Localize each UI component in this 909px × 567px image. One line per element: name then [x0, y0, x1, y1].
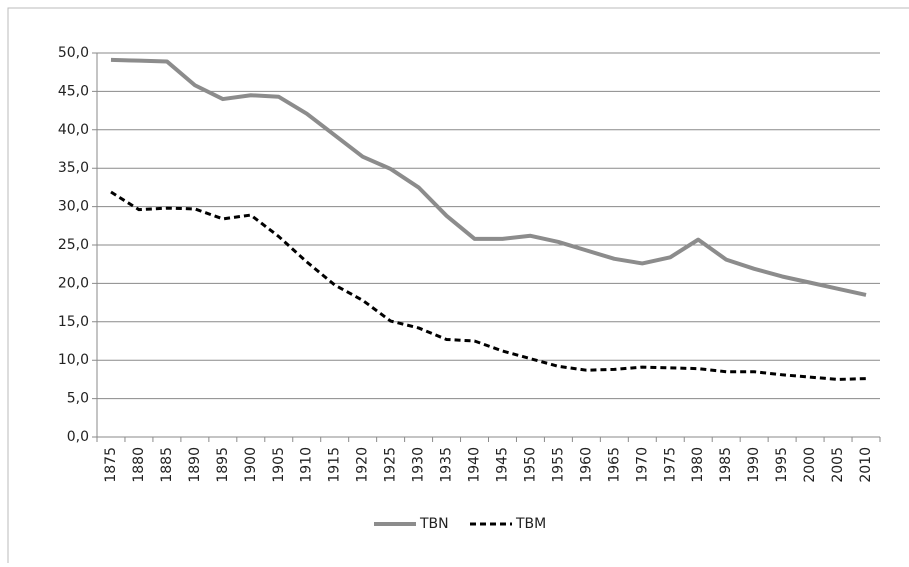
x-tick-label: 1960 — [578, 447, 594, 483]
y-tick-label: 30,0 — [58, 199, 89, 215]
x-tick-label: 1920 — [355, 447, 371, 483]
y-tick-label: 25,0 — [58, 237, 89, 253]
y-tick-label: 15,0 — [58, 314, 89, 330]
legend-label: TBM — [515, 516, 546, 532]
x-tick-label: 1930 — [411, 447, 427, 483]
x-tick-label: 1950 — [522, 447, 538, 483]
x-tick-label: 1900 — [243, 447, 259, 483]
x-tick-label: 2005 — [830, 447, 846, 483]
x-tick-label: 1975 — [662, 447, 678, 483]
x-tick-label: 1965 — [606, 447, 622, 483]
y-tick-label: 45,0 — [58, 83, 89, 99]
x-tick-label: 1910 — [299, 447, 315, 483]
y-tick-label: 35,0 — [58, 160, 89, 176]
y-tick-label: 50,0 — [58, 45, 89, 61]
x-tick-label: 1895 — [215, 447, 231, 483]
y-tick-label: 10,0 — [58, 352, 89, 368]
x-tick-label: 1880 — [131, 447, 147, 483]
y-tick-label: 0,0 — [67, 429, 89, 445]
x-tick-label: 1905 — [271, 447, 287, 483]
y-tick-label: 40,0 — [58, 122, 89, 138]
legend-label: TBN — [419, 516, 449, 532]
x-tick-label: 2010 — [858, 447, 874, 483]
x-tick-label: 1995 — [774, 447, 790, 483]
x-tick-label: 1890 — [187, 447, 203, 483]
x-tick-label: 1885 — [159, 447, 175, 483]
x-tick-label: 1875 — [103, 447, 119, 483]
x-tick-label: 1980 — [690, 447, 706, 483]
x-tick-label: 1940 — [467, 447, 483, 483]
x-tick-label: 1915 — [327, 447, 343, 483]
x-tick-label: 2000 — [802, 447, 818, 483]
frame — [7, 7, 909, 563]
x-tick-label: 1985 — [718, 447, 734, 483]
y-tick-label: 5,0 — [67, 391, 89, 407]
x-tick-label: 1955 — [550, 447, 566, 483]
x-tick-label: 1935 — [439, 447, 455, 483]
x-tick-label: 1970 — [634, 447, 650, 483]
x-tick-label: 1925 — [383, 447, 399, 483]
series-line — [110, 57, 867, 297]
x-tick-label: 1945 — [494, 447, 510, 483]
x-tick-label: 1990 — [746, 447, 762, 483]
series-line — [110, 190, 867, 381]
y-tick-label: 20,0 — [58, 275, 89, 291]
